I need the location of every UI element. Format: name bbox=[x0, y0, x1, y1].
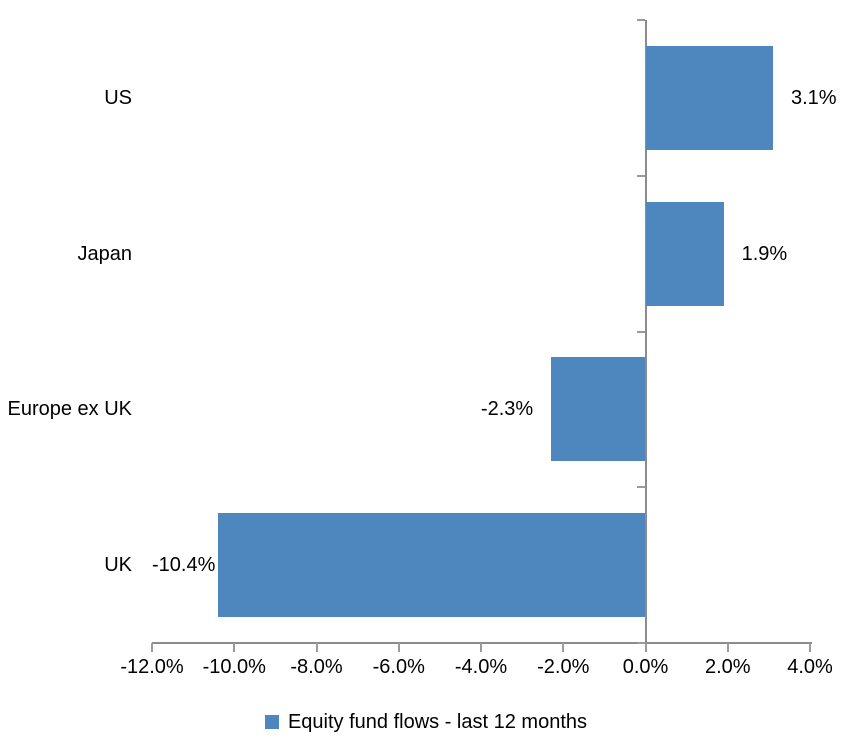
y-axis-tick bbox=[636, 19, 645, 21]
x-tick-label: -12.0% bbox=[120, 656, 184, 678]
value-label: -2.3% bbox=[480, 398, 534, 421]
category-label: UK bbox=[104, 554, 132, 577]
legend-label: Equity fund flows - last 12 months bbox=[287, 711, 588, 733]
x-tick-label: 4.0% bbox=[787, 656, 833, 678]
chart-legend: Equity fund flows - last 12 months bbox=[0, 711, 852, 733]
y-axis-tick bbox=[636, 330, 645, 333]
x-axis-tick bbox=[151, 643, 153, 652]
x-tick-label: -6.0% bbox=[372, 656, 425, 678]
x-tick-label: -2.0% bbox=[537, 656, 590, 678]
bar-japan bbox=[645, 201, 724, 306]
y-axis-tick bbox=[636, 174, 645, 177]
category-label: US bbox=[104, 86, 132, 109]
legend-swatch-icon bbox=[264, 715, 279, 729]
x-axis-tick bbox=[480, 643, 482, 652]
category-label: Japan bbox=[77, 242, 133, 265]
value-label: -10.4% bbox=[152, 554, 216, 577]
x-axis-tick bbox=[233, 643, 236, 652]
y-axis-tick bbox=[636, 486, 645, 489]
x-tick-label: -4.0% bbox=[454, 656, 508, 678]
x-axis-tick bbox=[726, 643, 729, 652]
x-axis-tick bbox=[397, 643, 400, 652]
y-axis-tick bbox=[636, 642, 645, 644]
x-tick-label: -10.0% bbox=[202, 656, 266, 678]
bar-europe-ex-uk bbox=[550, 357, 646, 462]
bar-uk bbox=[217, 513, 646, 618]
x-axis-tick bbox=[644, 643, 647, 652]
x-axis-tick bbox=[315, 643, 318, 652]
category-label: Europe ex UK bbox=[7, 398, 132, 421]
x-axis-line bbox=[152, 642, 812, 644]
x-tick-label: -8.0% bbox=[290, 656, 343, 678]
x-tick-label: 0.0% bbox=[622, 656, 669, 678]
x-axis-tick bbox=[562, 643, 565, 652]
y-axis-line bbox=[644, 20, 647, 643]
x-axis-tick bbox=[809, 643, 811, 652]
bar-us bbox=[645, 45, 773, 150]
x-tick-label: 2.0% bbox=[704, 656, 751, 678]
value-label: 3.1% bbox=[790, 86, 837, 109]
value-label: 1.9% bbox=[741, 242, 788, 265]
